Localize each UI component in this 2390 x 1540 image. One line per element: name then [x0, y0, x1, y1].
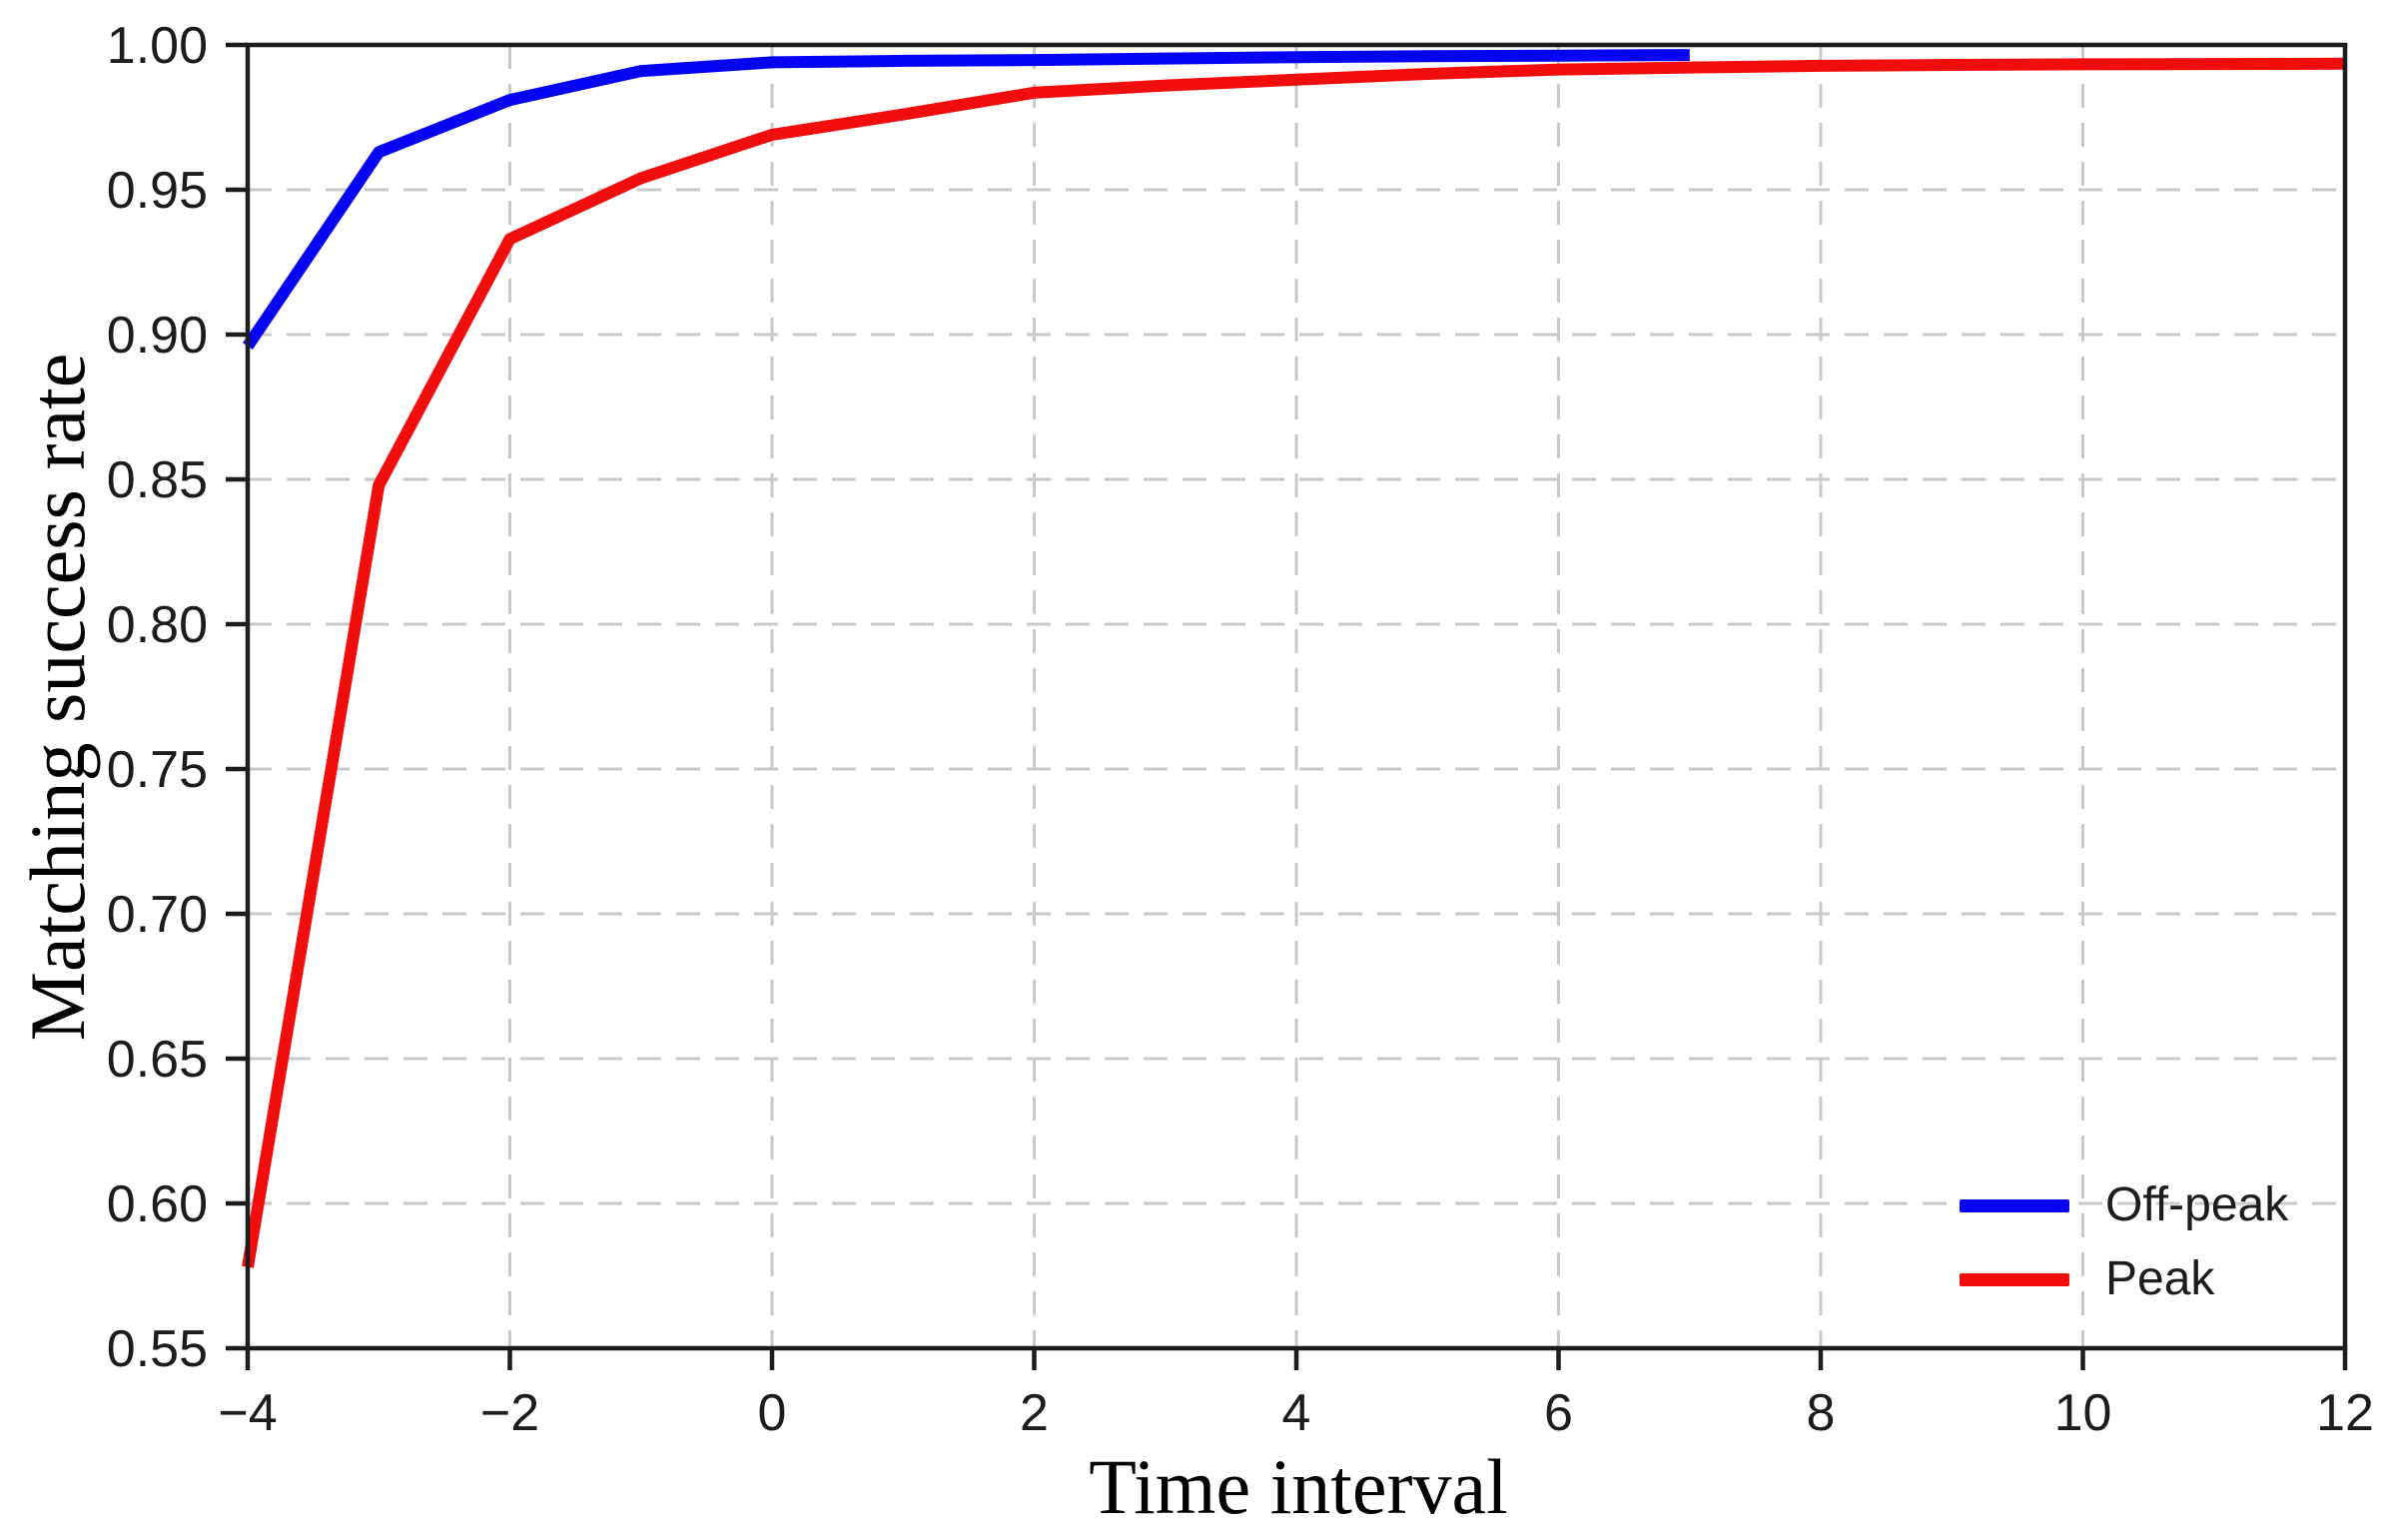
- y-axis-label: Matching success rate: [14, 353, 101, 1042]
- x-tick-label: 0: [758, 1384, 787, 1442]
- y-tick-label: 0.65: [107, 1031, 208, 1089]
- y-tick-label: 0.80: [107, 596, 208, 654]
- x-tick-label: −4: [218, 1384, 277, 1442]
- x-tick-label: −2: [480, 1384, 539, 1442]
- x-tick-label: 10: [2054, 1384, 2112, 1442]
- series-line-off-peak: [243, 49, 1690, 350]
- y-tick-label: 0.90: [107, 307, 208, 365]
- y-tick-label: 0.75: [107, 741, 208, 799]
- y-tick-label: 1.00: [107, 17, 208, 75]
- x-tick-label: 4: [1282, 1384, 1311, 1442]
- x-tick-label: 6: [1544, 1384, 1573, 1442]
- tick-marks: [226, 42, 2348, 1370]
- legend-label-peak: Peak: [2105, 1252, 2215, 1305]
- y-tick-label: 0.95: [107, 162, 208, 220]
- y-tick-label: 0.85: [107, 451, 208, 509]
- x-tick-label: 8: [1807, 1384, 1836, 1442]
- y-tick-label: 0.60: [107, 1175, 208, 1233]
- y-tick-label: 0.70: [107, 886, 208, 944]
- peak-line-swatch: [1960, 1272, 2069, 1286]
- legend-item-off-peak: Off-peak: [1960, 1176, 2288, 1234]
- legend-item-peak: Peak: [1960, 1250, 2288, 1308]
- x-tick-label: 2: [1020, 1384, 1049, 1442]
- off-peak-line-swatch: [1960, 1198, 2069, 1212]
- legend: Off-peak Peak: [1960, 1176, 2288, 1308]
- y-tick-label: 0.55: [107, 1320, 208, 1378]
- legend-label-off-peak: Off-peak: [2105, 1178, 2289, 1231]
- x-axis-label: Time interval: [1089, 1443, 1508, 1530]
- series-line-peak: [242, 57, 2346, 1268]
- gridlines: [246, 43, 2347, 1350]
- x-tick-label: 12: [2316, 1384, 2374, 1442]
